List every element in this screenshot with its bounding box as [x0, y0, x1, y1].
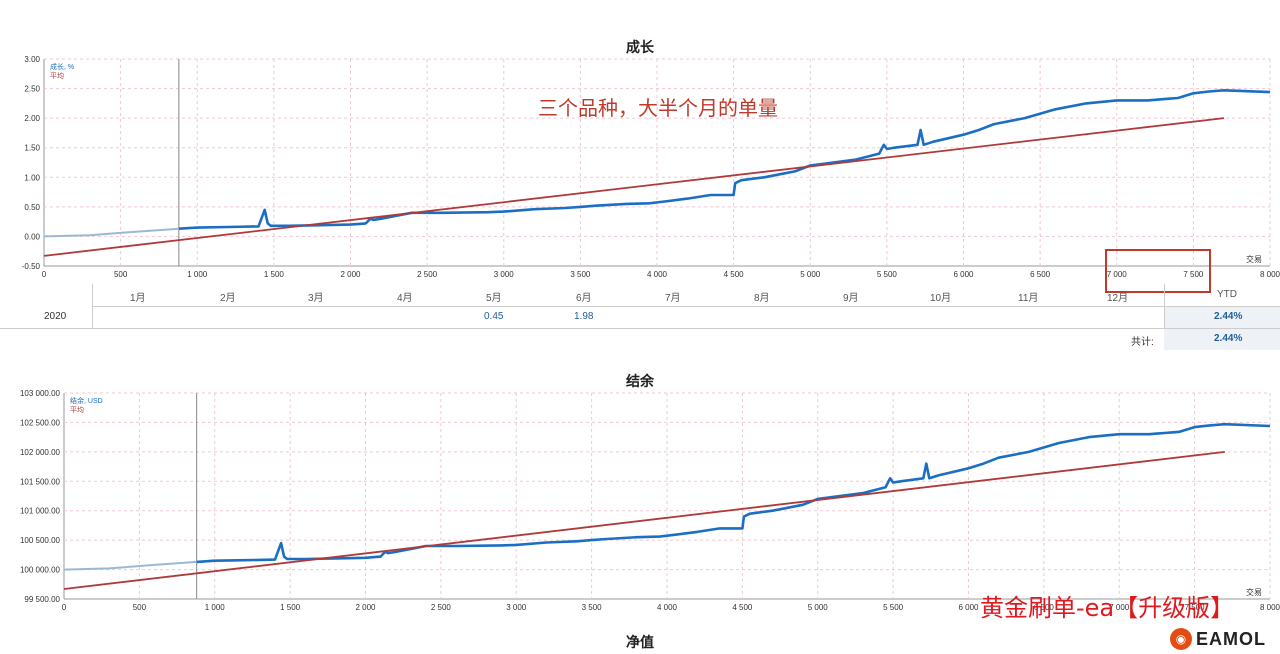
logo-text: EAMOL: [1196, 628, 1266, 649]
ytd-header: YTD: [1217, 289, 1237, 300]
month-apr: 4月: [397, 293, 413, 304]
logo: ◉ EAMOL: [1170, 628, 1266, 650]
month-sep: 9月: [843, 293, 859, 304]
x-axis-label: 交易: [1246, 587, 1262, 597]
y-tick-label: 100 000.00: [20, 566, 61, 575]
y-tick-label: 1.50: [24, 144, 40, 153]
chart2-title: 结余: [626, 373, 654, 389]
month-aug: 8月: [754, 293, 770, 304]
y-tick-label: 103 000.00: [20, 389, 61, 398]
x-tick-label: 6 500: [1030, 270, 1051, 279]
x-tick-label: 500: [114, 270, 128, 279]
y-tick-label: 99 500.00: [24, 595, 60, 604]
trend-line: [43, 117, 1225, 257]
x-tick-label: 2 500: [417, 270, 438, 279]
x-tick-label: 3 000: [506, 603, 527, 612]
legend-item: 平均: [50, 71, 64, 80]
y-tick-label: 2.00: [24, 114, 40, 123]
series-line: [196, 422, 1271, 564]
x-tick-label: 3 500: [582, 603, 603, 612]
chart3-title: 净值: [626, 634, 654, 650]
x-tick-label: 7 500: [1185, 603, 1206, 612]
total-row: 共计: 2.44%: [0, 328, 1280, 350]
y-tick-label: -0.50: [22, 262, 41, 271]
y-tick-label: 102 000.00: [20, 448, 61, 457]
trend-line: [63, 451, 1225, 590]
x-tick-label: 3 000: [494, 270, 515, 279]
highlight-box: [1105, 249, 1211, 293]
month-jun: 6月: [576, 293, 592, 304]
y-tick-label: 101 500.00: [20, 477, 61, 486]
x-tick-label: 5 000: [800, 270, 821, 279]
growth-chart: 0 500 1 000 1 500 2 000 2 500 3 000 3 500 4 000 4…: [22, 55, 1280, 293]
x-tick-label: 8 000: [1260, 270, 1280, 279]
x-tick-label: 1 000: [187, 270, 208, 279]
y-tick-label: 102 500.00: [20, 418, 61, 427]
x-tick-label: 6 000: [953, 270, 974, 279]
legend-item: 平均: [70, 405, 84, 414]
x-tick-label: 1 500: [264, 270, 285, 279]
series-line-pre: [63, 560, 197, 571]
total-label: 共计:: [1131, 337, 1154, 348]
x-tick-label: 4 000: [657, 603, 678, 612]
x-tick-label: 5 000: [808, 603, 829, 612]
x-tick-label: 2 000: [340, 270, 361, 279]
x-tick-label: 3 500: [570, 270, 591, 279]
y-tick-label: 3.00: [24, 55, 40, 64]
x-tick-label: 1 000: [205, 603, 226, 612]
logo-icon: ◉: [1170, 628, 1192, 650]
month-may: 5月: [486, 293, 502, 304]
may-value: 0.45: [484, 311, 504, 322]
month-header-row: 1月 2月 3月 4月 5月 6月 7月 8月 9月 10月 11月 12月 Y…: [92, 284, 1280, 307]
series-line-pre: [43, 227, 179, 238]
ytd-table: 1月 2月 3月 4月 5月 6月 7月 8月 9月 10月 11月 12月 Y…: [0, 284, 1280, 350]
y-tick-label: 101 000.00: [20, 507, 61, 516]
x-tick-label: 4 000: [647, 270, 668, 279]
y-tick-label: 2.50: [24, 85, 40, 94]
watermark-text: 黄金刷单-ea【升级版】: [980, 594, 1235, 622]
balance-chart: 0 500 1 000 1 500 2 000 2 500 3 000 3 500 4 000 4…: [20, 389, 1280, 612]
month-dec: 12月: [1107, 293, 1129, 304]
series-line: [178, 89, 1271, 230]
y-tick-label: 0.50: [24, 203, 40, 212]
x-tick-label: 0: [62, 603, 67, 612]
x-tick-label: 5 500: [883, 603, 904, 612]
year-label: 2020: [44, 311, 67, 322]
chart1-title: 成长: [626, 39, 654, 55]
annotation-text: 三个品种，大半个月的单量: [538, 96, 778, 120]
x-tick-label: 4 500: [724, 270, 745, 279]
month-nov: 11月: [1018, 293, 1039, 304]
x-axis-label: 交易: [1246, 254, 1262, 264]
ytd-value: 2.44%: [1214, 311, 1243, 322]
total-value: 2.44%: [1214, 333, 1243, 344]
x-tick-label: 1 500: [280, 603, 301, 612]
x-tick-label: 6 000: [958, 603, 979, 612]
legend-item: 结余, USD: [70, 396, 103, 405]
month-oct: 10月: [930, 293, 952, 304]
month-jul: 7月: [665, 293, 681, 304]
legend-item: 成长, %: [50, 62, 74, 71]
x-tick-label: 7 000: [1107, 270, 1128, 279]
x-tick-label: 5 500: [877, 270, 898, 279]
x-tick-label: 2 500: [431, 603, 452, 612]
x-tick-label: 0: [42, 270, 47, 279]
year-row: 2020 0.45 1.98 2.44%: [0, 306, 1280, 329]
x-tick-label: 6 500: [1034, 603, 1055, 612]
y-tick-label: 1.00: [24, 173, 40, 182]
month-mar: 3月: [308, 293, 324, 304]
y-tick-label: 0.00: [24, 232, 40, 241]
x-tick-label: 7 500: [1183, 270, 1204, 279]
x-tick-label: 2 000: [355, 603, 376, 612]
x-tick-label: 4 500: [732, 603, 753, 612]
month-feb: 2月: [220, 293, 236, 304]
month-jan: 1月: [130, 293, 146, 304]
x-tick-label: 8 000: [1260, 603, 1280, 612]
jun-value: 1.98: [574, 311, 594, 322]
x-tick-label: 7 000: [1109, 603, 1130, 612]
x-tick-label: 500: [133, 603, 147, 612]
y-tick-label: 100 500.00: [20, 536, 61, 545]
